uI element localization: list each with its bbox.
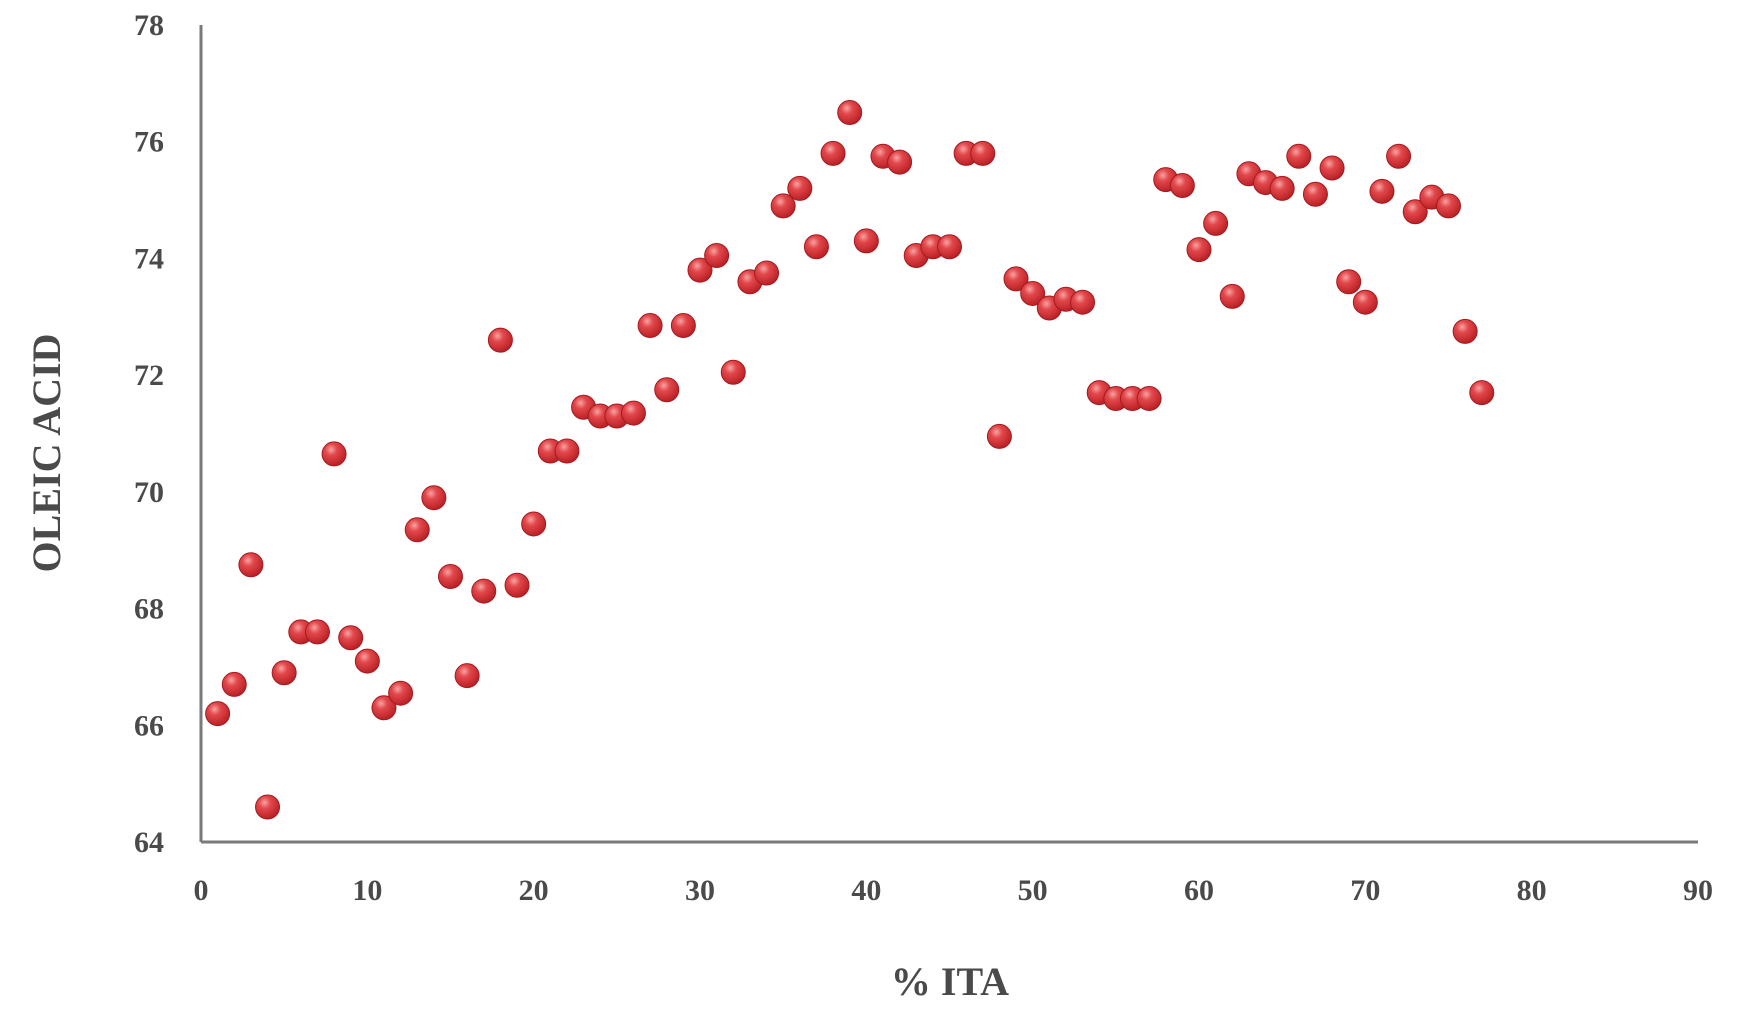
data-point	[1070, 289, 1096, 315]
data-point	[970, 140, 996, 166]
data-point	[1319, 155, 1345, 181]
data-point	[255, 794, 281, 820]
data-point	[1402, 199, 1428, 225]
data-point	[504, 572, 530, 598]
y-tick-label: 70	[134, 476, 164, 509]
data-point	[620, 400, 646, 426]
data-point	[1352, 289, 1378, 315]
data-point	[1169, 172, 1195, 198]
data-point	[271, 660, 297, 686]
x-tick-label: 20	[519, 874, 549, 907]
data-point	[554, 438, 580, 464]
y-tick-label: 78	[134, 9, 164, 42]
x-axis-title: % ITA	[891, 959, 1009, 1004]
data-point	[321, 441, 347, 467]
data-point	[770, 193, 796, 219]
y-tick-label: 68	[134, 593, 164, 626]
data-point	[438, 563, 463, 589]
data-point	[1436, 193, 1461, 219]
data-point	[205, 701, 231, 727]
data-points	[205, 100, 1495, 820]
axes	[199, 25, 1698, 844]
data-point	[1469, 380, 1495, 406]
tick-labels: 0 10 20 30 40 50 60 70 80 90 64 66 68 70 72 74 76 78	[134, 9, 1713, 907]
data-point	[1219, 283, 1245, 309]
data-point	[687, 257, 713, 283]
data-point	[803, 234, 829, 260]
data-point	[338, 625, 364, 651]
data-point	[487, 327, 513, 353]
x-tick-label: 10	[352, 874, 382, 907]
data-point	[704, 243, 730, 269]
data-point	[670, 313, 696, 339]
x-tick-label: 0	[194, 874, 209, 907]
data-point	[1386, 143, 1412, 169]
data-point	[1020, 280, 1046, 306]
data-point	[820, 140, 846, 166]
data-point	[1136, 385, 1162, 411]
data-point	[720, 359, 746, 385]
data-point	[1302, 181, 1328, 207]
data-point	[354, 648, 380, 674]
data-point	[1186, 237, 1212, 263]
x-tick-label: 90	[1683, 874, 1713, 907]
data-point	[754, 260, 780, 286]
x-tick-label: 40	[851, 874, 881, 907]
data-point	[421, 485, 447, 511]
y-tick-label: 74	[134, 242, 164, 275]
data-point	[787, 175, 813, 201]
x-tick-label: 80	[1517, 874, 1547, 907]
data-point	[471, 578, 497, 604]
y-tick-label: 72	[134, 359, 164, 392]
data-point	[404, 517, 430, 543]
y-tick-label: 64	[134, 826, 164, 859]
data-point	[637, 313, 663, 339]
y-tick-label: 66	[134, 709, 164, 742]
data-point	[238, 552, 264, 578]
data-point	[221, 671, 247, 697]
x-tick-label: 50	[1018, 874, 1048, 907]
data-point	[521, 511, 547, 537]
data-point	[853, 228, 879, 254]
x-tick-label: 70	[1350, 874, 1380, 907]
data-point	[937, 234, 962, 260]
data-point	[371, 695, 397, 721]
data-point	[1203, 210, 1229, 236]
data-point	[454, 663, 480, 689]
y-axis-title: OLEIC ACID	[24, 334, 69, 573]
data-point	[986, 423, 1012, 449]
data-point	[1452, 318, 1478, 344]
data-point	[1003, 266, 1029, 292]
x-tick-label: 60	[1184, 874, 1214, 907]
y-tick-label: 76	[134, 126, 164, 159]
data-point	[388, 680, 414, 706]
data-point	[1269, 175, 1295, 201]
x-tick-label: 30	[685, 874, 715, 907]
data-point	[837, 100, 863, 126]
data-point	[654, 377, 680, 403]
data-point	[1369, 178, 1395, 204]
data-point	[1286, 143, 1312, 169]
data-point	[887, 149, 913, 175]
data-point	[304, 619, 330, 645]
data-point	[1336, 269, 1362, 295]
